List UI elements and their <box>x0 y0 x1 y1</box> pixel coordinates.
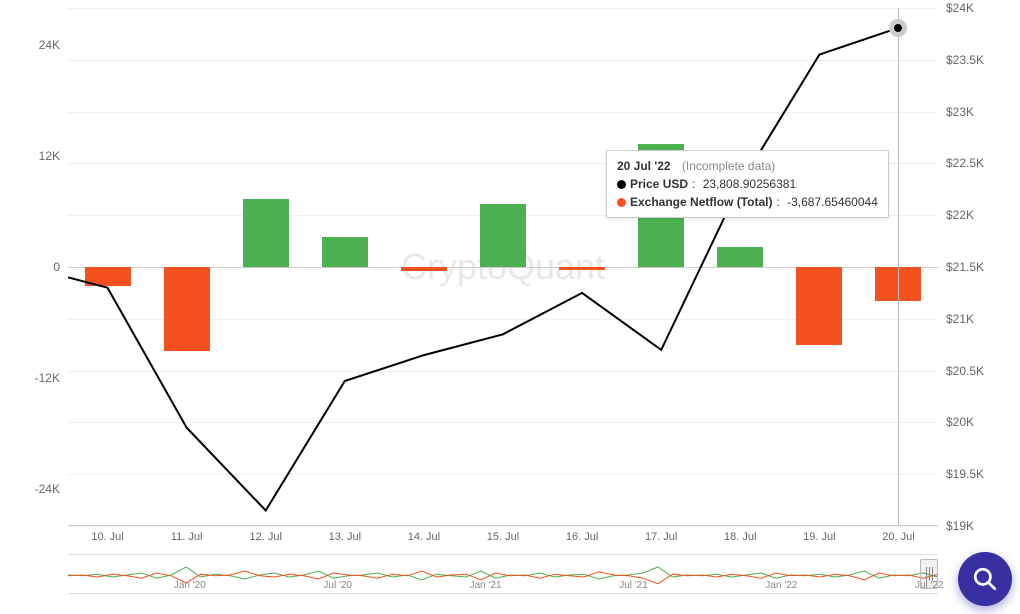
x-tick-label: 11. Jul <box>171 531 203 543</box>
x-tick-label: 15. Jul <box>487 531 519 543</box>
tooltip: 20 Jul '22 (Incomplete data) Price USD: … <box>606 150 889 218</box>
gridline <box>68 474 938 475</box>
y2-tick-label: $23K <box>946 105 974 119</box>
overview-tick: Jan '22 <box>765 580 797 591</box>
overview-tick: Jul '20 <box>323 580 352 591</box>
search-fab[interactable] <box>958 552 1012 606</box>
crosshair <box>898 8 899 525</box>
y2-tick-label: $24K <box>946 1 974 15</box>
x-tick-label: 12. Jul <box>250 531 282 543</box>
bar[interactable] <box>85 267 131 286</box>
y1-tick-label: 12K <box>39 149 60 163</box>
tooltip-note: (Incomplete data) <box>682 157 775 175</box>
x-tick-label: 13. Jul <box>329 531 361 543</box>
bar[interactable] <box>322 237 368 267</box>
overview-tick: Jan '20 <box>174 580 206 591</box>
x-tick-label: 18. Jul <box>724 531 756 543</box>
bar[interactable] <box>243 199 289 267</box>
tooltip-netflow-label: Exchange Netflow (Total) <box>630 193 772 211</box>
chart-root: CryptoQuant 10. Jul11. Jul12. Jul13. Jul… <box>0 0 1020 614</box>
overview-tick: Jan '21 <box>470 580 502 591</box>
bar[interactable] <box>401 267 447 271</box>
tooltip-price-value: 23,808.90256381 <box>703 175 796 193</box>
gridline <box>68 60 938 61</box>
bar[interactable] <box>796 267 842 345</box>
x-tick-label: 19. Jul <box>803 531 835 543</box>
bar[interactable] <box>164 267 210 351</box>
gridline <box>68 8 938 9</box>
bar[interactable] <box>717 247 763 267</box>
gridline <box>68 526 938 527</box>
gridline <box>68 112 938 113</box>
y2-tick-label: $19.5K <box>946 467 984 481</box>
bar[interactable] <box>559 267 605 270</box>
tooltip-netflow-value: -3,687.65460044 <box>787 193 878 211</box>
y2-tick-label: $20K <box>946 415 974 429</box>
gridline <box>68 371 938 372</box>
netflow-swatch <box>617 198 626 207</box>
gridline <box>68 422 938 423</box>
x-tick-label: 14. Jul <box>408 531 440 543</box>
y2-tick-label: $21.5K <box>946 260 984 274</box>
hover-point <box>889 19 907 37</box>
y2-tick-label: $21K <box>946 312 974 326</box>
x-tick-label: 17. Jul <box>645 531 677 543</box>
y1-tick-label: -24K <box>35 482 60 496</box>
x-tick-label: 16. Jul <box>566 531 598 543</box>
x-tick-label: 20. Jul <box>882 531 914 543</box>
price-swatch <box>617 180 626 189</box>
y1-tick-label: -12K <box>35 371 60 385</box>
overview-tick: Jul '21 <box>619 580 648 591</box>
search-icon <box>972 566 998 592</box>
overview-strip[interactable]: Jan '20Jul '20Jan '21Jul '21Jan '22Jul '… <box>68 554 938 594</box>
bar[interactable] <box>480 204 526 267</box>
x-tick-label: 10. Jul <box>91 531 123 543</box>
y1-tick-label: 0 <box>53 260 60 274</box>
plot-area[interactable]: CryptoQuant 10. Jul11. Jul12. Jul13. Jul… <box>68 8 938 526</box>
y2-tick-label: $22.5K <box>946 156 984 170</box>
overview-handle[interactable] <box>920 559 938 589</box>
y1-tick-label: 24K <box>39 38 60 52</box>
tooltip-date: 20 Jul '22 <box>617 157 671 175</box>
y2-tick-label: $20.5K <box>946 364 984 378</box>
y2-tick-label: $22K <box>946 208 974 222</box>
tooltip-price-label: Price USD <box>630 175 688 193</box>
y2-tick-label: $23.5K <box>946 53 984 67</box>
y2-tick-label: $19K <box>946 519 974 533</box>
